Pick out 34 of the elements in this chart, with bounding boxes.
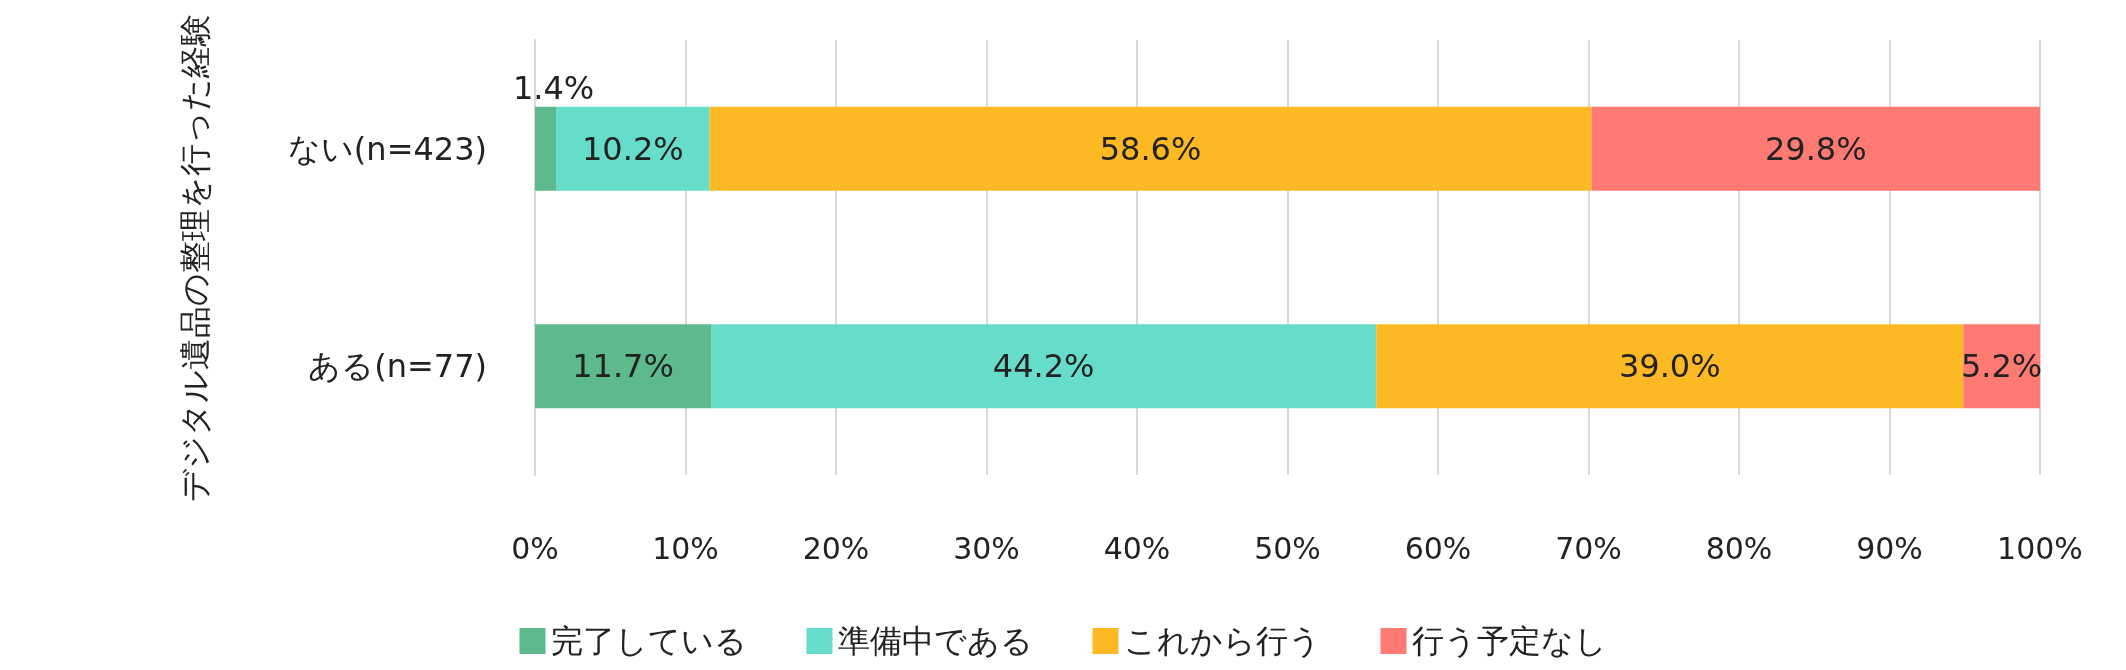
x-tick-label: 60% bbox=[1404, 530, 1472, 566]
x-tick-label: 50% bbox=[1254, 530, 1321, 566]
data-label: 10.2% bbox=[582, 129, 684, 168]
data-label: 58.6% bbox=[1099, 129, 1202, 168]
legend-label: 行う予定なし bbox=[1411, 622, 1607, 660]
bar bbox=[535, 106, 557, 191]
x-tick-label: 0% bbox=[511, 530, 559, 566]
data-label: 39.0% bbox=[1618, 347, 1721, 386]
x-tick-label: 40% bbox=[1103, 530, 1171, 566]
bar bbox=[709, 106, 1592, 191]
bar bbox=[1591, 106, 2040, 191]
bar bbox=[1376, 324, 1964, 409]
x-tick-label: 80% bbox=[1705, 530, 1773, 566]
x-tick-label: 70% bbox=[1555, 530, 1622, 566]
legend-label: これから行う bbox=[1123, 622, 1321, 660]
y-tick-label: ない(n=423) bbox=[287, 129, 487, 168]
data-label: 44.2% bbox=[992, 347, 1095, 386]
x-tick-label: 30% bbox=[953, 530, 1020, 566]
x-tick-label: 10% bbox=[652, 530, 719, 566]
bar bbox=[556, 106, 710, 191]
legend-label: 準備中である bbox=[837, 622, 1033, 660]
x-tick-label: 90% bbox=[1856, 530, 1923, 566]
x-tick-label: 20% bbox=[802, 530, 870, 566]
data-label: 1.4% bbox=[512, 68, 595, 107]
data-label: 29.8% bbox=[1764, 129, 1867, 168]
data-label: 5.2% bbox=[1960, 347, 2043, 386]
data-label: 11.7% bbox=[572, 347, 674, 386]
legend-label: 完了している bbox=[550, 622, 747, 660]
bar bbox=[711, 324, 1377, 409]
bar bbox=[535, 324, 712, 409]
x-tick-label: 100% bbox=[1997, 530, 2083, 566]
bar bbox=[1963, 324, 2040, 409]
y-tick-label: ある(n=77) bbox=[308, 347, 487, 386]
y-axis-title: デジタル遺品の整理を行った経験 bbox=[176, 13, 214, 502]
